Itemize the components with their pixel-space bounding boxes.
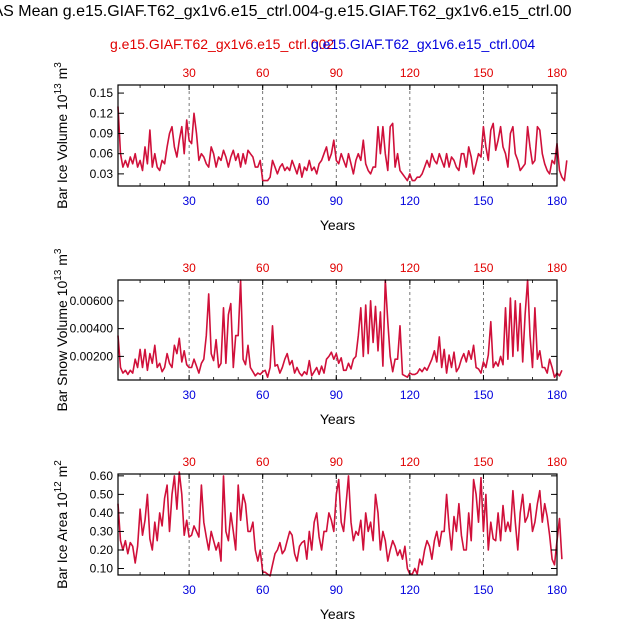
plot-frame — [117, 473, 558, 576]
y-axis-title-exponent: 2 — [53, 460, 64, 466]
y-axis-title-exponent: 13 — [53, 269, 64, 281]
x-tick-label-bottom: 30 — [182, 388, 196, 402]
plot-frame — [117, 84, 558, 187]
x-tick-label-top: 30 — [182, 66, 196, 80]
x-tick-label-bottom: 60 — [256, 388, 270, 402]
y-tick-label: 0.50 — [90, 487, 114, 501]
y-tick-label: 0.06 — [90, 147, 114, 161]
y-axis-title-part: m — [54, 68, 70, 84]
y-axis-title: Bar Ice Area 1012 m2 — [53, 460, 70, 589]
x-tick-label-bottom: 120 — [400, 583, 420, 597]
y-axis-title-part: Bar Ice Area 10 — [54, 492, 70, 589]
x-tick-label-bottom: 30 — [182, 583, 196, 597]
y-tick-label: 0.30 — [90, 524, 114, 538]
y-tick-label: 0.12 — [90, 106, 114, 120]
x-tick-label-top: 30 — [182, 455, 196, 469]
x-tick-label-bottom: 180 — [547, 194, 567, 208]
series-line — [117, 279, 563, 379]
y-axis-title-part: Bar Ice Volume 10 — [54, 94, 70, 209]
x-tick-label-top: 60 — [256, 455, 270, 469]
figure-title-text: AS Mean g.e15.GIAF.T62_gx1v6.e15_ctrl.00… — [0, 3, 572, 20]
x-tick-label-bottom: 150 — [473, 583, 493, 597]
x-tick-label-bottom: 120 — [400, 388, 420, 402]
x-tick-label-top: 180 — [547, 66, 567, 80]
x-tick-label-top: 60 — [256, 261, 270, 275]
x-tick-label-top: 90 — [330, 66, 344, 80]
plot-frame — [117, 279, 558, 381]
panel-2: 30 30 60 60 90 90 120 120 150 150 180 180 0.00200 0.0… — [53, 248, 567, 427]
x-axis-title: Years — [320, 606, 355, 621]
x-axis-title: Years — [320, 217, 355, 233]
y-tick-label: 0.20 — [90, 543, 114, 557]
y-axis-title-exponent: 13 — [53, 83, 64, 95]
x-tick-label-top: 180 — [547, 455, 567, 469]
x-tick-label-top: 90 — [330, 455, 344, 469]
x-tick-label-top: 60 — [256, 66, 270, 80]
y-tick-label: 0.09 — [90, 126, 114, 140]
x-tick-label-bottom: 90 — [330, 388, 344, 402]
x-tick-label-bottom: 90 — [330, 583, 344, 597]
x-tick-label-top: 120 — [400, 455, 420, 469]
legend-run-b: g.e15.GIAF.T62_gx1v6.e15_ctrl.004 — [311, 36, 536, 52]
y-tick-label: 0.15 — [90, 86, 114, 100]
x-tick-label-top: 120 — [400, 66, 420, 80]
y-tick-label: 0.00200 — [70, 349, 114, 363]
y-axis-title-part: Bar Snow Volume 10 — [54, 281, 70, 412]
x-tick-label-bottom: 180 — [547, 583, 567, 597]
y-tick-label: 0.00600 — [70, 294, 114, 308]
x-tick-label-bottom: 150 — [473, 388, 493, 402]
y-tick-label: 0.10 — [90, 562, 114, 576]
x-tick-label-top: 150 — [473, 455, 493, 469]
y-axis-title-part: m — [54, 254, 70, 270]
x-tick-label-bottom: 60 — [256, 583, 270, 597]
x-tick-label-bottom: 90 — [330, 194, 344, 208]
figure-title: AS Mean g.e15.GIAF.T62_gx1v6.e15_ctrl.00… — [0, 3, 620, 27]
x-tick-label-bottom: 30 — [182, 194, 196, 208]
x-tick-label-top: 150 — [473, 261, 493, 275]
x-tick-label-top: 120 — [400, 261, 420, 275]
y-tick-label: 0.03 — [90, 167, 114, 181]
x-tick-label-bottom: 150 — [473, 194, 493, 208]
y-axis-title-part: m — [54, 466, 70, 482]
x-axis-title: Years — [320, 411, 355, 427]
series-line — [117, 106, 568, 182]
y-tick-label: 0.00400 — [70, 322, 114, 336]
y-tick-label: 0.40 — [90, 506, 114, 520]
x-tick-label-top: 150 — [473, 66, 493, 80]
series-line — [117, 471, 563, 577]
y-tick-label: 0.60 — [90, 469, 114, 483]
y-axis-title-exponent: 3 — [53, 62, 64, 68]
x-tick-label-top: 90 — [330, 261, 344, 275]
x-tick-label-bottom: 180 — [547, 388, 567, 402]
x-tick-label-bottom: 60 — [256, 194, 270, 208]
panel-3: 30 30 60 60 90 90 120 120 150 150 180 180 0.10 0.20 0.… — [53, 455, 567, 621]
panel-1: 30 30 60 60 90 90 120 120 150 150 180 180 0.03 0.06 0.… — [53, 62, 568, 233]
y-axis-title-exponent: 12 — [53, 481, 64, 493]
y-axis-title: Bar Snow Volume 1013 m3 — [53, 248, 70, 411]
x-tick-label-top: 180 — [547, 261, 567, 275]
x-tick-label-top: 30 — [182, 261, 196, 275]
x-tick-label-bottom: 120 — [400, 194, 420, 208]
legend-run-a: g.e15.GIAF.T62_gx1v6.e15_ctrl.002 — [110, 36, 335, 52]
y-axis-title: Bar Ice Volume 1013 m3 — [53, 62, 70, 209]
y-axis-title-exponent: 3 — [53, 248, 64, 254]
